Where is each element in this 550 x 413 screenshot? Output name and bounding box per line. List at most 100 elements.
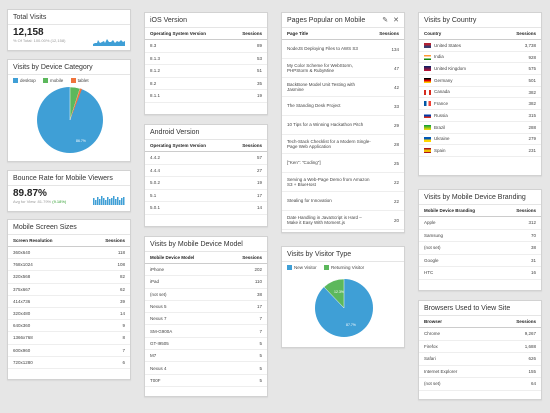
table-row[interactable]: ["Ken": "Coding"] 25 [282,153,404,173]
column-header[interactable]: Screen Resolution [8,235,85,247]
table-row[interactable]: 10 Tips for a Winning Hackathon Pitch 29 [282,115,404,135]
table-row[interactable]: United States 3,738 [419,39,541,52]
table-row[interactable]: (not set) 38 [145,288,267,301]
table-row[interactable]: 8.1.1 19 [145,89,267,103]
table-row[interactable]: Brazil 288 [419,121,541,134]
table-row[interactable]: 640x360 9 [8,319,130,333]
table-row[interactable]: Germany 501 [419,74,541,87]
column-header[interactable]: Mobile Device Model [145,252,224,264]
row-value: 928 [496,51,541,64]
row-label-text: 8.3 [150,43,157,49]
table-row[interactable]: Stealing for Innovation 22 [282,191,404,211]
table-row[interactable]: 414x736 39 [8,295,130,308]
table-row[interactable]: Internet Explorer 155 [419,365,541,378]
column-header[interactable]: Sessions [496,28,541,40]
table-row[interactable]: Spain 231 [419,144,541,157]
column-header[interactable]: Sessions [229,28,267,40]
table-row[interactable]: 320x568 82 [8,270,130,284]
table-row[interactable]: India 928 [419,51,541,64]
table-row[interactable]: 360x640 118 [8,246,130,260]
table-row[interactable]: 8.2 35 [145,77,267,90]
row-value: 501 [496,74,541,87]
column-header[interactable]: Sessions [84,235,130,247]
table-row[interactable]: HTC 16 [419,266,541,280]
close-icon[interactable]: ✕ [393,17,399,24]
table-row[interactable]: 1366x768 8 [8,331,130,345]
table-row[interactable]: 8.3 89 [145,39,267,53]
table-row[interactable]: 5.0.2 19 [145,176,267,190]
table-row[interactable]: United Kingdom 575 [419,62,541,76]
column-header[interactable]: Sessions [223,252,267,264]
table-row[interactable]: Apple 312 [419,216,541,230]
table-row[interactable]: iPhone 202 [145,263,267,277]
row-label: Firefox [419,340,492,353]
total-visits-value: 12,158 [13,27,44,38]
table-row[interactable]: 5.1 17 [145,189,267,202]
row-value: 575 [496,62,541,76]
table-row[interactable]: Nexus 5 17 [145,300,267,314]
column-header[interactable]: Sessions [374,28,404,40]
column-header[interactable]: Sessions [491,316,541,328]
row-label-text: 4.4.2 [150,155,161,161]
visitor-pie-chart[interactable]: 12.3% 87.7% [282,271,405,347]
column-header[interactable]: Page Title [282,28,375,40]
column-header[interactable]: Operating System Version [145,28,230,40]
table-row[interactable]: 768x1024 108 [8,258,130,272]
table-row[interactable]: Firefox 1,688 [419,340,541,353]
table-row[interactable]: SM-G900A 7 [145,324,267,338]
row-label: 360x640 [8,246,85,260]
table-row[interactable]: 375x667 62 [8,283,130,296]
table-row[interactable]: Canada 382 [419,86,541,99]
table-row[interactable]: NodeJS Deploying Files to AWS S3 134 [282,39,404,59]
table-row[interactable]: Tech-Stack Checklist for a Modern Single… [282,134,404,154]
row-label: 720x1280 [8,356,85,369]
table-row[interactable]: Samsung 70 [419,229,541,242]
row-label: iPad [145,275,224,289]
column-header[interactable]: Mobile Device Branding [419,205,501,217]
table-row[interactable]: 5.0.1 14 [145,201,267,215]
legend-swatch [70,78,76,84]
column-header[interactable]: Browser [419,316,492,328]
column-header[interactable]: Country [419,28,497,40]
column-header[interactable]: Sessions [500,205,541,217]
table-row[interactable]: iPad 110 [145,275,267,289]
row-value: 288 [496,121,541,134]
row-label: Ukraine [419,133,497,146]
table-row[interactable]: Russia 315 [419,109,541,122]
table-row[interactable]: BackBone Model Unit Testing with Jasmine… [282,77,404,97]
table-row[interactable]: Nexus 4 5 [145,361,267,375]
table-row[interactable]: The Standing Desk Project 33 [282,96,404,116]
table-row[interactable]: Chrome 9,267 [419,327,541,341]
table-row[interactable]: 8.1.2 51 [145,64,267,78]
table-row[interactable]: 4.4.4 27 [145,164,267,177]
table-row[interactable]: Safari 626 [419,352,541,366]
table-row[interactable]: (not set) 64 [419,377,541,391]
row-label-text: 320x568 [13,274,31,280]
table-body: iPhone 202 iPad 110 (not set) 38 Nexus 5 17 Nexu… [145,263,267,387]
table-row[interactable]: 600x960 7 [8,344,130,357]
device-pie-chart[interactable]: 86.7% [8,84,131,162]
table-row[interactable]: My Color Scheme for WebStorm, PHPStorm &… [282,58,404,78]
table-row[interactable]: Google 31 [419,254,541,267]
table-row[interactable]: (not set) 38 [419,241,541,255]
legend-label: tablet [77,78,89,83]
widget-title: Bounce Rate for Mobile Viewers [8,171,130,186]
row-value: 39 [84,295,130,308]
table-row[interactable]: 4.4.2 57 [145,151,267,165]
row-value: 3,738 [496,39,541,52]
widget-title: Visits by Mobile Device Branding [419,190,541,205]
table-row[interactable]: M7 5 [145,349,267,363]
table-row[interactable]: T00F 5 [145,374,267,387]
column-header[interactable]: Sessions [229,140,267,152]
table-row[interactable]: 320x480 14 [8,307,130,321]
table-row[interactable]: 8.1.3 53 [145,52,267,65]
table-row[interactable]: 720x1280 6 [8,356,130,369]
table-row[interactable]: Date Handling in JavaScript is Hard – Ma… [282,210,404,230]
column-header[interactable]: Operating System Version [145,140,230,152]
table-row[interactable]: France 382 [419,97,541,111]
table-row[interactable]: GT-I9505 5 [145,337,267,351]
table-row[interactable]: Nexus 7 7 [145,312,267,326]
edit-icon[interactable]: ✎ [382,17,389,24]
table-row[interactable]: Ukraine 279 [419,133,541,146]
table-row[interactable]: Serving a Web-Page Demo from Amazon S3 +… [282,172,404,192]
